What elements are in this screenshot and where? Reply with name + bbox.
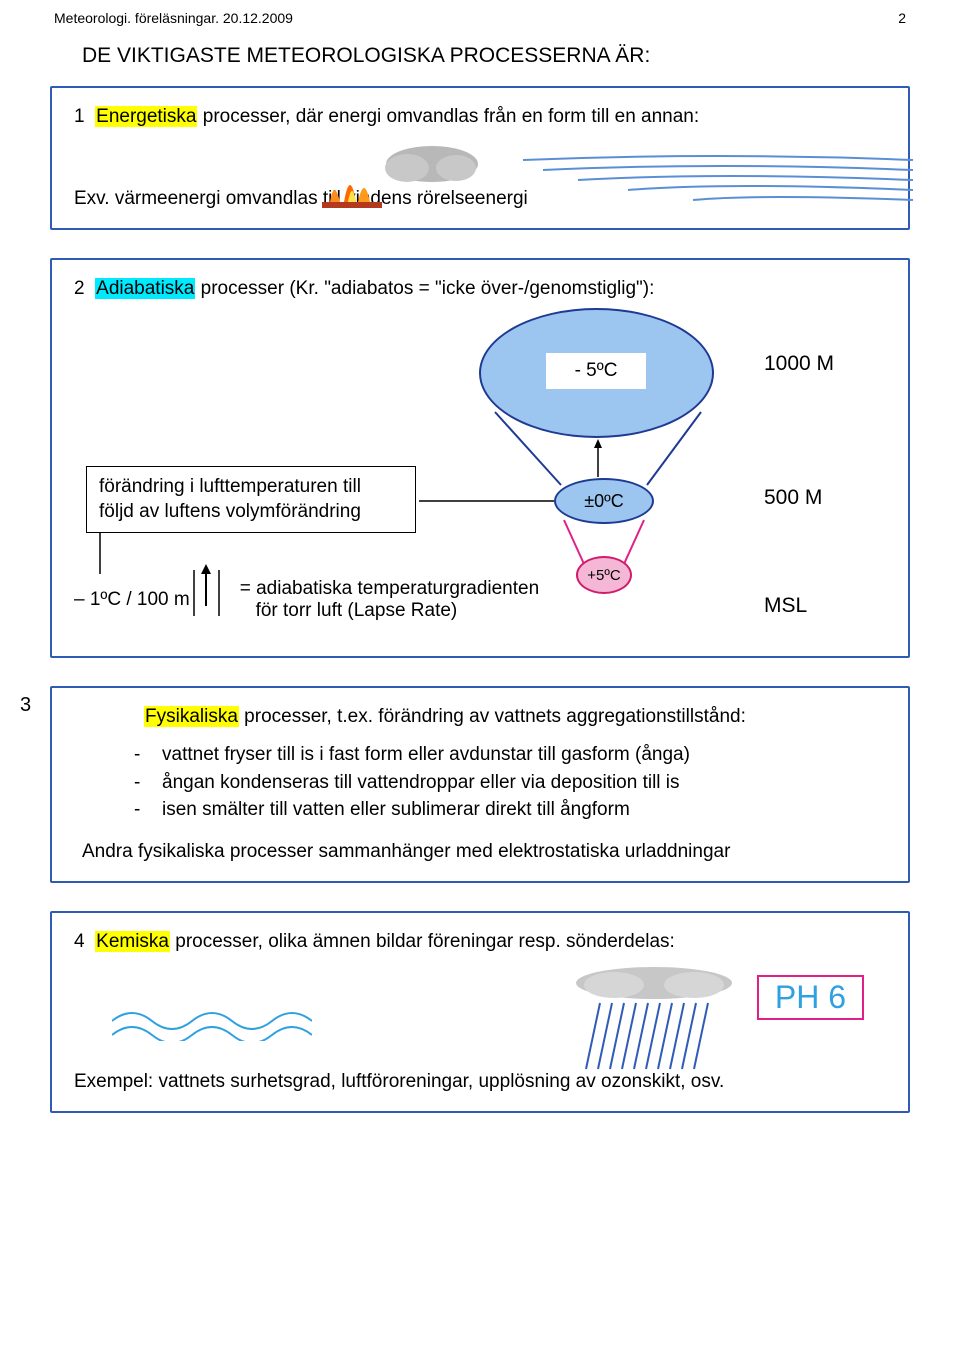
page-title: DE VIKTIGASTE METEOROLOGISKA PROCESSERNA… [82, 44, 910, 68]
list-item: isen smälter till vatten eller sublimera… [126, 797, 886, 823]
grad-before: – 1ºC / 100 m [74, 589, 190, 611]
box1-num: 1 [74, 106, 85, 127]
page: Meteorologi. föreläsningar. 20.12.2009 2… [0, 0, 960, 1171]
wind-lines-icon [518, 148, 918, 208]
altitude-msl: MSL [764, 594, 807, 618]
box2-header: 2 Adiabatiska processer (Kr. "adiabatos … [74, 278, 886, 300]
box4-num: 4 [74, 931, 85, 952]
box3-footer: Andra fysikaliska processer sammanhänger… [82, 841, 886, 863]
box4-header: 4 Kemiska processer, olika ämnen bildar … [74, 931, 886, 953]
process-box-4: 4 Kemiska processer, olika ämnen bildar … [50, 911, 910, 1113]
altitude-top: 1000 M [764, 352, 834, 376]
header-bar: Meteorologi. föreläsningar. 20.12.2009 2 [50, 10, 910, 26]
box2-num: 2 [74, 278, 85, 299]
altitude-mid: 500 M [764, 486, 822, 510]
gradient-line: – 1ºC / 100 m = adiabatiska temperaturgr… [74, 578, 539, 622]
grad-text-b: för torr luft (Lapse Rate) [256, 600, 458, 621]
description-box: förändring i lufttemperaturen till följd… [86, 466, 416, 533]
box4-highlight: Kemiska [95, 931, 170, 952]
desc-line2: följd av luftens volymförändring [99, 500, 403, 525]
box3-highlight: Fysikaliska [144, 706, 239, 727]
box4-rest: processer, olika ämnen bildar föreningar… [170, 931, 675, 952]
process-box-2: 2 Adiabatiska processer (Kr. "adiabatos … [50, 258, 910, 658]
page-number: 2 [898, 10, 906, 26]
list-item: ångan kondenseras till vattendroppar ell… [126, 770, 886, 796]
desc-line1: förändring i lufttemperaturen till [99, 475, 403, 500]
temp-top-label: - 5ºC [546, 353, 646, 389]
grad-text-a: = adiabatiska temperaturgradienten [240, 578, 539, 599]
box2-highlight: Adiabatiska [95, 278, 195, 299]
air-parcel-mid: ±0ºC [554, 478, 654, 524]
box3-header: Fysikaliska processer, t.ex. förändring … [144, 706, 886, 728]
water-waves-icon [112, 991, 312, 1041]
list-item: vattnet fryser till is i fast form eller… [126, 742, 886, 768]
header-left: Meteorologi. föreläsningar. 20.12.2009 [54, 10, 293, 26]
temp-bot-label: +5ºC [587, 567, 620, 584]
box1-rest: processer, där energi omvandlas från en … [197, 106, 699, 127]
ph-badge: PH 6 [757, 975, 864, 1020]
box4-diagram: PH 6 [74, 963, 886, 1083]
box1-line1: 1 Energetiska processer, där energi omva… [74, 106, 886, 128]
box1-highlight: Energetiska [95, 106, 197, 127]
box3-rest: processer, t.ex. förändring av vattnets … [239, 706, 746, 727]
air-parcel-small: +5ºC [576, 556, 632, 594]
temp-mid-label: ±0ºC [584, 491, 623, 512]
box3-side-num: 3 [20, 694, 31, 717]
rain-cloud-icon [564, 965, 744, 1075]
process-box-1: 1 Energetiska processer, där energi omva… [50, 86, 910, 230]
process-box-3: 3 Fysikaliska processer, t.ex. förändrin… [50, 686, 910, 883]
fire-cloud-icon [312, 144, 482, 214]
box2-rest: processer (Kr. "adiabatos = "icke över-/… [195, 278, 654, 299]
adiabatic-diagram: - 5ºC 1000 M förändring i lufttemperatur… [74, 308, 886, 628]
box3-list: vattnet fryser till is i fast form eller… [126, 742, 886, 823]
